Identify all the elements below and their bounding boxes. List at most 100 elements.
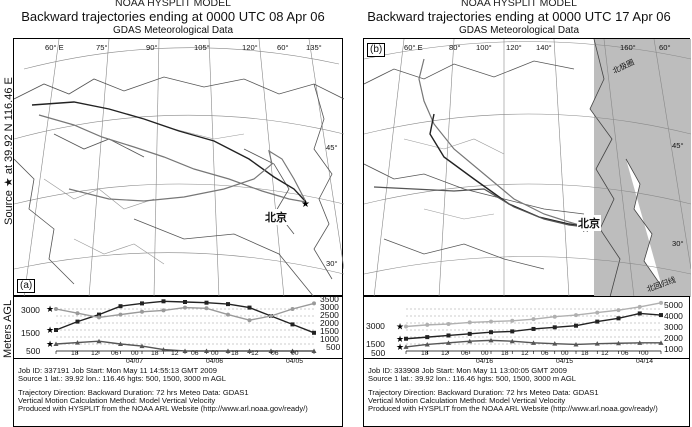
time-tick-label: 12 bbox=[171, 350, 179, 357]
time-tick-label: 06 bbox=[271, 350, 279, 357]
profile-point bbox=[637, 311, 642, 316]
profile-point bbox=[467, 338, 473, 344]
profile-point bbox=[446, 333, 451, 338]
profile-point bbox=[268, 348, 274, 353]
profile-point bbox=[204, 300, 209, 305]
profile-point bbox=[467, 320, 472, 325]
time-tick-label: 06 bbox=[191, 350, 199, 357]
profile-point bbox=[312, 330, 316, 335]
y-tick-label: 3000 bbox=[664, 322, 683, 332]
lat-label: 30° bbox=[326, 259, 338, 268]
trajectory-a-500m bbox=[68, 149, 307, 203]
lon-label: 80° bbox=[449, 43, 461, 52]
time-tick-label: 18 bbox=[501, 350, 509, 357]
profile-point bbox=[312, 301, 316, 306]
trajectory-a-3000m bbox=[31, 101, 307, 203]
info-line: Vertical Motion Calculation Method: Mode… bbox=[18, 396, 216, 405]
panel-a-main-title: Backward trajectories ending at 0000 UTC… bbox=[21, 9, 325, 24]
profile-point bbox=[247, 305, 252, 310]
profile-point bbox=[446, 340, 451, 345]
time-tick-label: 00 bbox=[481, 350, 489, 357]
profile-point bbox=[290, 348, 295, 353]
height-label: 500 bbox=[371, 348, 386, 358]
time-tick-label: 06 bbox=[621, 350, 629, 357]
trajectory-b-500m bbox=[373, 186, 587, 228]
profile-point bbox=[75, 319, 80, 324]
profile-point bbox=[96, 338, 102, 344]
profile-point bbox=[659, 313, 663, 318]
profile-point bbox=[140, 301, 144, 306]
profile-point bbox=[247, 318, 252, 323]
start-height-star: ★ bbox=[396, 335, 404, 345]
profile-point bbox=[510, 329, 515, 334]
info-line: Source 1 lat.: 39.92 lon.: 116.46 hgts: … bbox=[368, 374, 576, 383]
profile-point bbox=[247, 348, 252, 353]
profile-point bbox=[531, 340, 536, 345]
time-tick-label: 12 bbox=[91, 350, 99, 357]
profile-point bbox=[182, 348, 188, 353]
profile-point bbox=[75, 340, 80, 345]
profile-point bbox=[225, 348, 231, 353]
time-tick-label: 18 bbox=[71, 350, 79, 357]
start-height-star: ★ bbox=[396, 343, 404, 353]
y-tick-label: 2000 bbox=[320, 318, 339, 328]
panel-a-profile-svg: ★ ★ ★ bbox=[46, 299, 317, 354]
panel-a-model-title: NOAA HYSPLIT MODEL bbox=[115, 0, 231, 9]
info-line: Produced with HYSPLIT from the NOAA ARL … bbox=[368, 404, 658, 413]
profile-point bbox=[595, 319, 600, 324]
panel-b-main-title: Backward trajectories ending at 0000 UTC… bbox=[367, 9, 671, 24]
date-tick-label: 04/06 bbox=[206, 358, 224, 365]
lon-label: 60° bbox=[659, 43, 671, 52]
time-tick-label: 18 bbox=[151, 350, 159, 357]
profile-point bbox=[118, 341, 123, 346]
height-label: 500 bbox=[26, 346, 41, 356]
lon-label: 90° bbox=[146, 43, 158, 52]
y-tick-label: 500 bbox=[326, 342, 341, 352]
profile-point bbox=[637, 340, 643, 345]
profile-point bbox=[161, 299, 166, 304]
panel-b-info-box: 04/16 04/15 04/14 Job ID: 333908 Job Sta… bbox=[363, 358, 690, 427]
time-tick-label: 06 bbox=[111, 350, 119, 357]
panel-b-height-profile: ★ ★ ★ 3000 1500 500 5000 4000 3000 2000 10… bbox=[363, 296, 690, 359]
height-label: 1500 bbox=[366, 339, 385, 349]
profile-point bbox=[467, 331, 472, 336]
y-tick-label: 5000 bbox=[664, 300, 683, 310]
date-tick-label: 04/05 bbox=[286, 358, 304, 365]
ocean-area bbox=[590, 39, 691, 297]
date-tick-label: 04/07 bbox=[126, 358, 144, 365]
profile-point bbox=[595, 310, 600, 315]
profile-point bbox=[658, 340, 664, 345]
profile-point bbox=[183, 305, 187, 310]
profile-point bbox=[509, 338, 515, 344]
profile-point bbox=[161, 347, 166, 352]
trajectory-a-1500m bbox=[38, 114, 307, 203]
source-star-icon: ★ bbox=[301, 199, 310, 210]
profile-point bbox=[616, 316, 621, 321]
time-tick-label: 06 bbox=[461, 350, 469, 357]
profile-point bbox=[139, 343, 145, 349]
date-tick-label: 04/16 bbox=[476, 358, 494, 365]
profile-point bbox=[269, 314, 273, 318]
lon-label: 60° bbox=[277, 43, 289, 52]
profile-point bbox=[161, 308, 166, 313]
panel-a: NOAA HYSPLIT MODEL Backward trajectories… bbox=[2, 0, 344, 427]
time-tick-label: 00 bbox=[291, 350, 299, 357]
profile-point bbox=[531, 317, 536, 322]
profile-point bbox=[118, 304, 123, 309]
lat-label: 45° bbox=[672, 141, 684, 150]
profile-point bbox=[226, 312, 230, 317]
time-tick-label: 18 bbox=[231, 350, 239, 357]
time-tick-label: 12 bbox=[441, 350, 449, 357]
city-label-beijing: 北京 bbox=[264, 209, 288, 225]
y-tick-label: 4000 bbox=[664, 311, 683, 321]
profile-point bbox=[54, 307, 58, 311]
profile-point bbox=[226, 302, 230, 307]
profile-point bbox=[637, 304, 642, 309]
start-height-star: ★ bbox=[396, 323, 404, 333]
lat-label: 45° bbox=[326, 143, 338, 152]
profile-point bbox=[311, 348, 317, 353]
profile-point bbox=[574, 313, 578, 318]
lon-label: 120° bbox=[506, 43, 522, 52]
profile-point bbox=[488, 337, 494, 343]
panel-b-map: ★ 60° E 80° 100° 120° 140° 160° 60° 45° … bbox=[363, 38, 691, 297]
